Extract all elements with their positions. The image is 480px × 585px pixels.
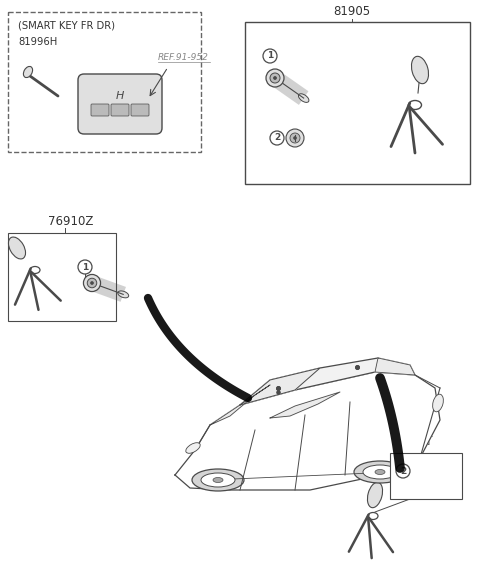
Circle shape [396,464,410,478]
Circle shape [433,480,436,483]
Polygon shape [175,372,440,490]
Ellipse shape [432,394,444,412]
Ellipse shape [9,237,25,259]
FancyBboxPatch shape [390,453,462,499]
Text: 2: 2 [400,466,406,476]
Text: 1: 1 [267,51,273,60]
Circle shape [91,281,94,284]
Circle shape [270,73,280,83]
Ellipse shape [363,465,397,479]
Circle shape [430,476,440,486]
FancyBboxPatch shape [91,104,109,116]
FancyBboxPatch shape [111,104,129,116]
Ellipse shape [192,469,244,491]
Ellipse shape [368,482,383,508]
Ellipse shape [118,291,129,298]
Circle shape [263,49,277,63]
Circle shape [78,260,92,274]
Text: H: H [116,91,124,101]
Circle shape [274,77,276,80]
Ellipse shape [354,461,406,483]
Text: 81521T: 81521T [388,435,432,448]
Polygon shape [375,358,415,375]
Polygon shape [240,358,415,405]
FancyBboxPatch shape [8,233,116,321]
Circle shape [426,472,444,490]
Ellipse shape [213,477,223,483]
Ellipse shape [299,94,309,102]
Text: 1: 1 [82,263,88,271]
Circle shape [84,274,100,291]
Ellipse shape [375,470,385,474]
Polygon shape [240,368,320,405]
Ellipse shape [411,56,429,84]
Circle shape [286,129,304,147]
FancyBboxPatch shape [8,12,201,152]
Circle shape [266,69,284,87]
Text: 81996H: 81996H [18,37,57,47]
FancyBboxPatch shape [245,22,470,184]
Circle shape [290,133,300,143]
FancyBboxPatch shape [78,74,162,134]
Polygon shape [210,385,270,425]
Circle shape [270,131,284,145]
Text: REF.91-952: REF.91-952 [158,53,209,62]
FancyBboxPatch shape [131,104,149,116]
Polygon shape [270,392,340,418]
Ellipse shape [186,443,200,453]
Circle shape [293,136,297,139]
Text: 76910Z: 76910Z [48,215,94,228]
Ellipse shape [201,473,235,487]
Circle shape [87,278,97,288]
Text: 2: 2 [274,133,280,143]
Text: 81905: 81905 [334,5,371,18]
Ellipse shape [24,67,33,78]
Text: (SMART KEY FR DR): (SMART KEY FR DR) [18,21,115,31]
